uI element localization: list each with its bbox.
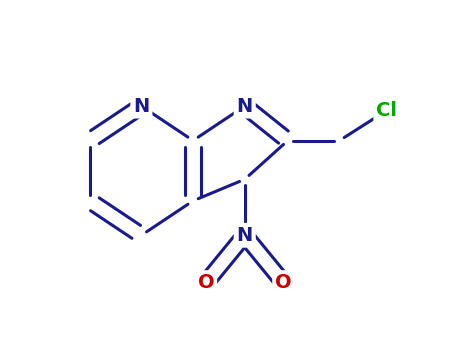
Text: N: N	[133, 97, 150, 116]
Text: N: N	[237, 226, 253, 245]
Text: Cl: Cl	[376, 101, 397, 120]
Text: O: O	[197, 273, 214, 292]
Text: N: N	[237, 97, 253, 116]
Text: O: O	[275, 273, 292, 292]
